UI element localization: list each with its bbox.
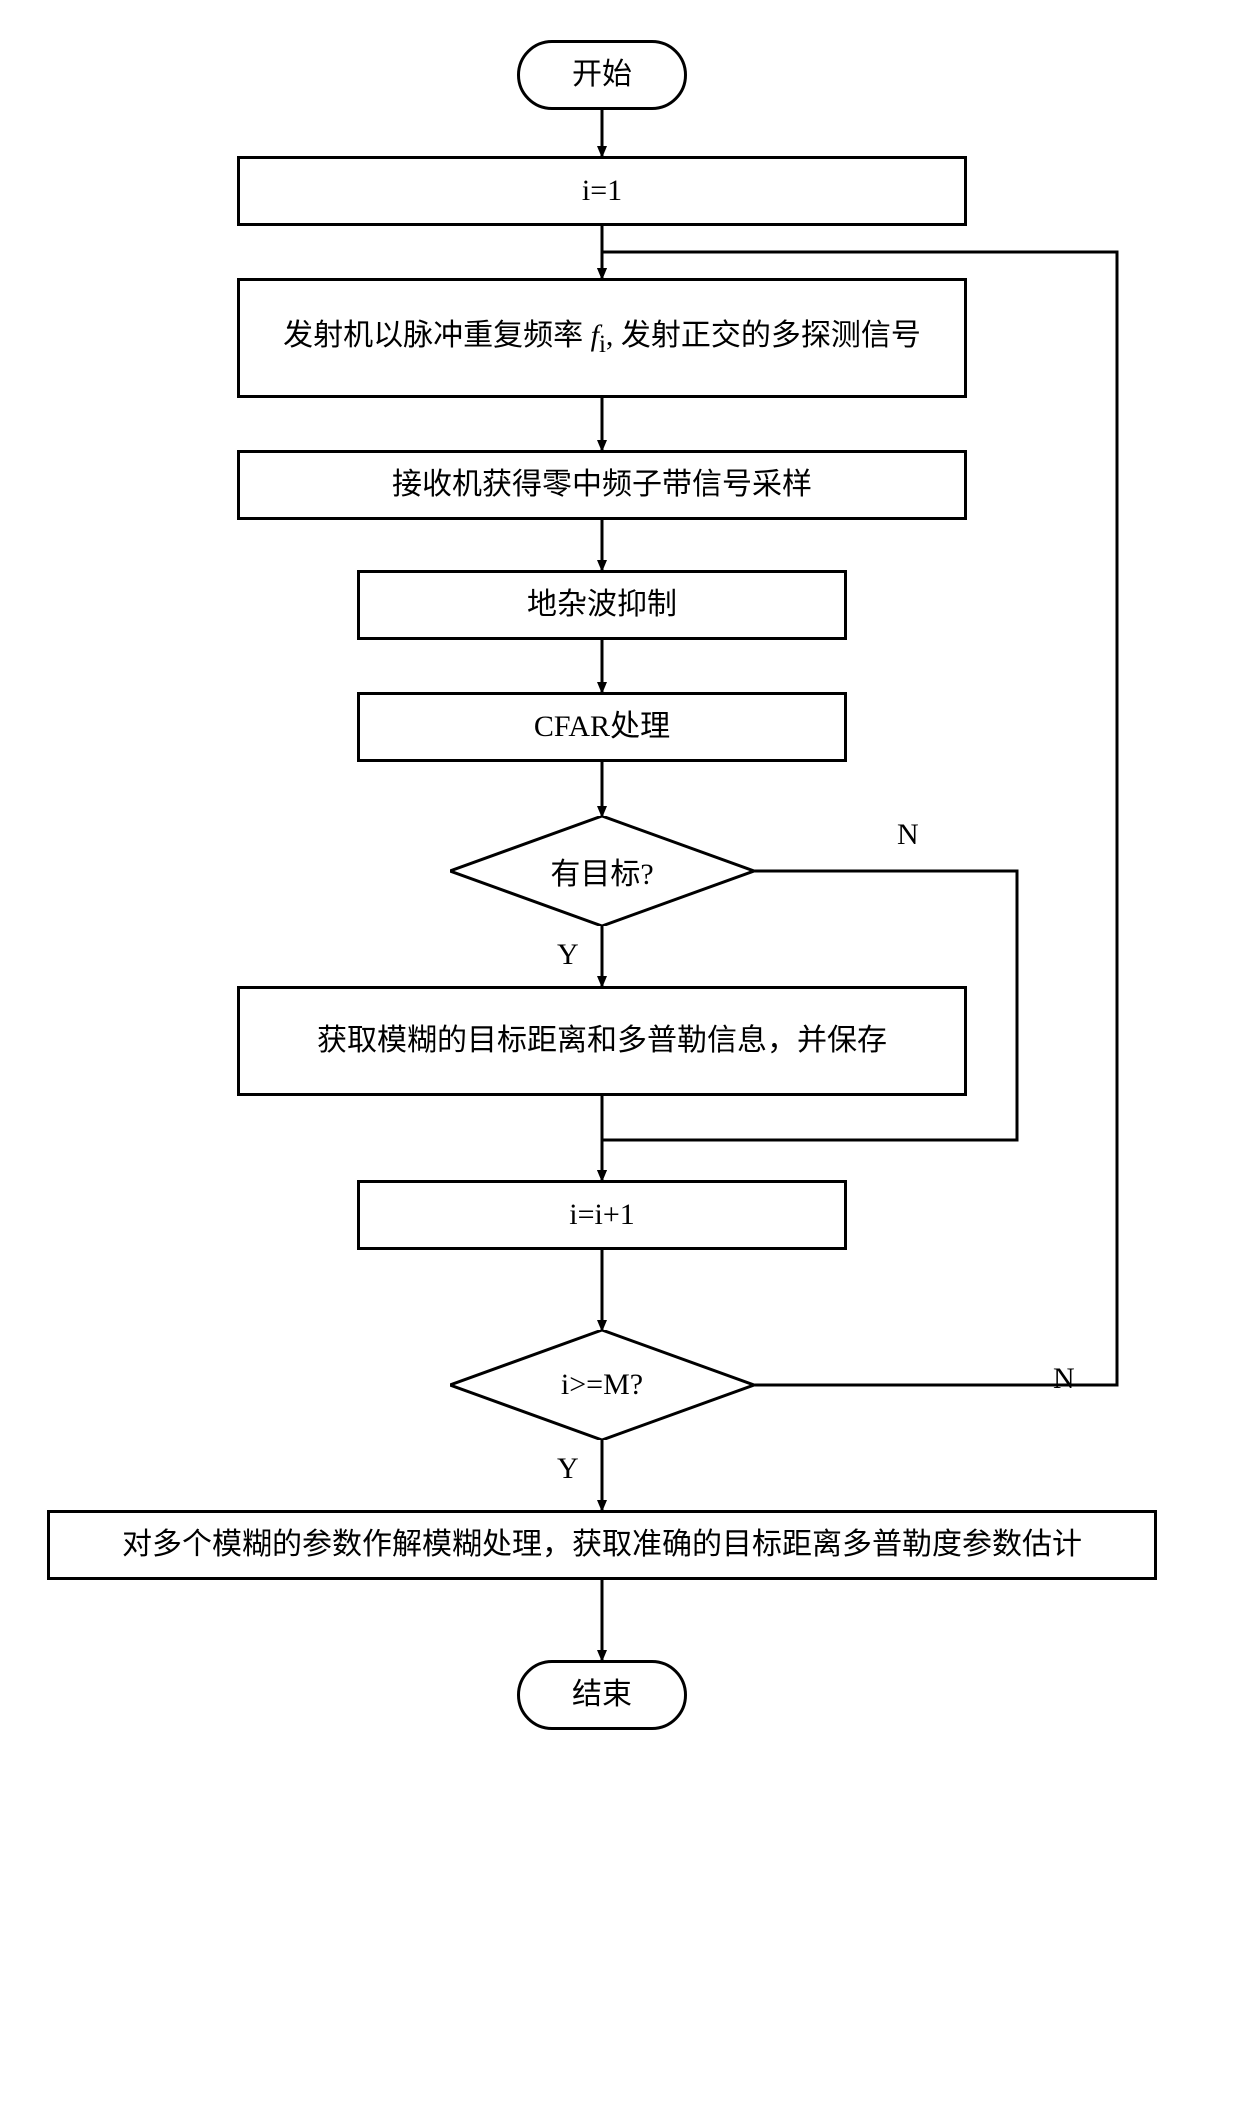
node-receive-label: 接收机获得零中频子带信号采样 [392, 464, 812, 506]
node-transmit: 发射机以脉冲重复频率 fi, 发射正交的多探测信号 [237, 278, 967, 398]
node-decision-loop: i>=M? [450, 1330, 754, 1440]
flowchart-canvas: 开始 i=1 发射机以脉冲重复频率 fi, 发射正交的多探测信号 接收机获得零中… [27, 40, 1227, 2060]
node-decision-target: 有目标? [450, 816, 754, 926]
decision-loop-label: i>=M? [561, 1368, 643, 1402]
label-d1-yes: Y [557, 938, 579, 972]
label-d2-no: N [1053, 1362, 1075, 1396]
node-resolve-label: 对多个模糊的参数作解模糊处理，获取准确的目标距离多普勒度参数估计 [122, 1524, 1082, 1566]
node-init-label: i=1 [582, 170, 622, 212]
node-cfar: CFAR处理 [357, 692, 847, 762]
node-end: 结束 [517, 1660, 687, 1730]
decision-target-label: 有目标? [550, 849, 653, 893]
node-save-ambiguous: 获取模糊的目标距离和多普勒信息，并保存 [237, 986, 967, 1096]
node-clutter-suppress: 地杂波抑制 [357, 570, 847, 640]
node-resolve-ambiguity: 对多个模糊的参数作解模糊处理，获取准确的目标距离多普勒度参数估计 [47, 1510, 1157, 1580]
node-transmit-label: 发射机以脉冲重复频率 fi, 发射正交的多探测信号 [283, 315, 921, 362]
node-increment: i=i+1 [357, 1180, 847, 1250]
node-start-label: 开始 [572, 54, 632, 96]
node-init: i=1 [237, 156, 967, 226]
node-receive: 接收机获得零中频子带信号采样 [237, 450, 967, 520]
node-increment-label: i=i+1 [569, 1194, 635, 1236]
node-cfar-label: CFAR处理 [534, 706, 670, 748]
node-clutter-label: 地杂波抑制 [527, 584, 677, 626]
node-save-label: 获取模糊的目标距离和多普勒信息，并保存 [317, 1020, 887, 1062]
label-d2-yes: Y [557, 1452, 579, 1486]
label-d1-no: N [897, 818, 919, 852]
node-end-label: 结束 [572, 1674, 632, 1716]
node-start: 开始 [517, 40, 687, 110]
